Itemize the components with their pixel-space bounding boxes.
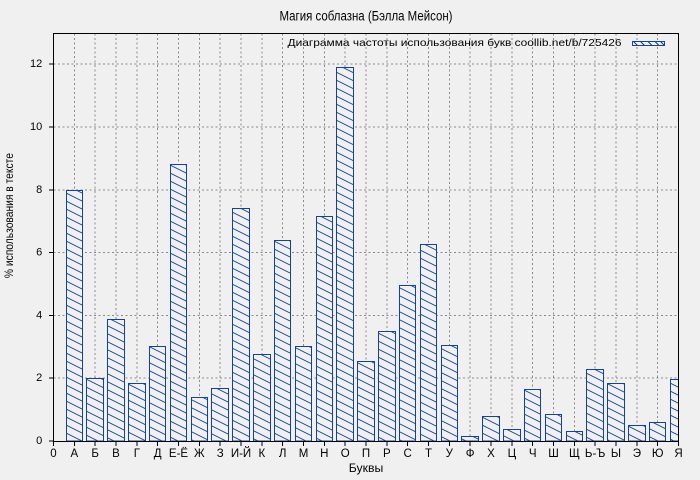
svg-text:Х: Х [487, 448, 495, 460]
svg-text:Щ: Щ [569, 448, 580, 460]
svg-text:Г: Г [134, 448, 141, 460]
svg-text:8: 8 [36, 184, 42, 196]
svg-text:Т: Т [425, 448, 432, 460]
svg-text:Е-Ё: Е-Ё [169, 448, 189, 460]
svg-text:0: 0 [36, 435, 42, 447]
svg-text:Магия соблазна (Бэлла Мейсон): Магия соблазна (Бэлла Мейсон) [280, 9, 453, 24]
svg-text:Н: Н [320, 448, 328, 460]
svg-text:2: 2 [36, 372, 42, 384]
svg-text:4: 4 [36, 309, 42, 321]
svg-text:Ш: Ш [548, 448, 559, 460]
svg-text:Ы: Ы [611, 448, 621, 460]
svg-text:Р: Р [383, 448, 391, 460]
svg-text:Ю: Ю [652, 448, 664, 460]
svg-text:М: М [299, 448, 309, 460]
svg-text:Ч: Ч [529, 448, 537, 460]
svg-text:Я: Я [674, 448, 682, 460]
svg-text:Диаграмма частоты использовани: Диаграмма частоты использования букв coo… [288, 37, 622, 49]
svg-text:Л: Л [279, 448, 287, 460]
svg-text:Б: Б [91, 448, 99, 460]
svg-text:И-Й: И-Й [231, 447, 251, 460]
svg-text:П: П [362, 448, 370, 460]
svg-text:% использования в тексте: % использования в тексте [4, 153, 16, 278]
svg-text:Д: Д [154, 448, 162, 460]
svg-text:Ь-Ъ: Ь-Ъ [585, 448, 605, 460]
svg-text:К: К [258, 448, 265, 460]
svg-text:У: У [446, 448, 454, 460]
svg-text:0: 0 [50, 448, 56, 460]
svg-text:6: 6 [36, 247, 42, 259]
svg-text:Ц: Ц [508, 448, 517, 460]
svg-text:З: З [217, 448, 224, 460]
svg-text:12: 12 [30, 58, 42, 70]
svg-text:Ф: Ф [466, 448, 475, 460]
svg-text:Буквы: Буквы [349, 463, 384, 475]
svg-text:А: А [70, 448, 78, 460]
svg-text:О: О [341, 448, 350, 460]
svg-text:Э: Э [633, 448, 641, 460]
svg-text:10: 10 [30, 121, 42, 133]
svg-text:С: С [404, 448, 412, 460]
svg-text:В: В [112, 448, 120, 460]
svg-text:Ж: Ж [194, 448, 205, 460]
